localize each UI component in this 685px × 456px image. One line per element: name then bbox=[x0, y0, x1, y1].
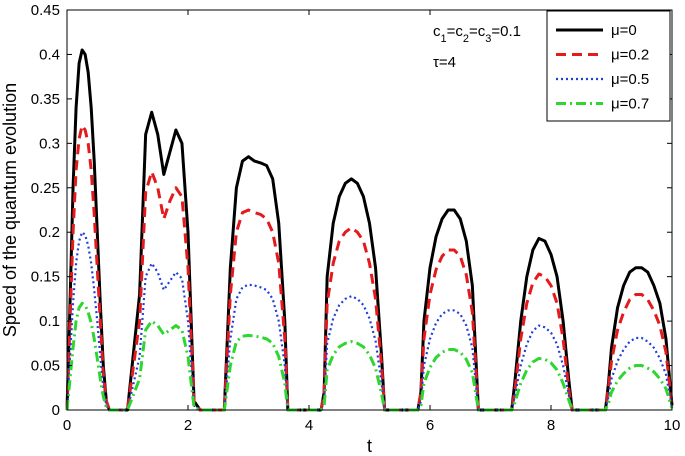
params-annotation: c1=c2=c3=0.1 bbox=[433, 23, 521, 45]
x-tick-label: 0 bbox=[63, 417, 71, 434]
x-axis-label: t bbox=[367, 436, 372, 456]
y-tick-label: 0.25 bbox=[31, 180, 60, 197]
y-tick-label: 0.35 bbox=[31, 91, 60, 108]
tau-annotation: τ=4 bbox=[433, 54, 456, 71]
plot-frame bbox=[66, 9, 673, 411]
y-tick-label: 0.45 bbox=[31, 2, 60, 19]
x-tick-label: 6 bbox=[426, 417, 434, 434]
x-tick-label: 2 bbox=[184, 417, 192, 434]
parameter-annotation: c1=c2=c3=0.1 τ=4 bbox=[433, 23, 521, 71]
legend: μ=0 μ=0.2 μ=0.5 μ=0.7 bbox=[546, 10, 671, 122]
y-tick-label: 0.05 bbox=[31, 358, 60, 375]
legend-label-2: μ=0.5 bbox=[611, 71, 649, 88]
legend-label-3: μ=0.7 bbox=[611, 96, 649, 113]
x-tick-label: 8 bbox=[547, 417, 555, 434]
y-axis-label: Speed of the quantum evolution bbox=[0, 83, 20, 337]
tick-layer: 0 2 4 6 8 10 0 0.05 0.1 0.15 0.2 0.25 0.3 0.35 0.4 0.45 bbox=[31, 2, 681, 434]
series-line-1 bbox=[65, 124, 674, 412]
y-tick-label: 0.1 bbox=[39, 313, 60, 330]
legend-label-1: μ=0.2 bbox=[611, 47, 649, 64]
y-tick-label: 0.4 bbox=[39, 46, 60, 63]
y-tick-label: 0 bbox=[52, 402, 60, 419]
y-tick-label: 0.2 bbox=[39, 224, 60, 241]
y-tick-label: 0.15 bbox=[31, 269, 60, 286]
x-tick-label: 10 bbox=[664, 417, 681, 434]
legend-label-0: μ=0 bbox=[611, 22, 637, 39]
y-tick-label: 0.3 bbox=[39, 135, 60, 152]
series-line-2 bbox=[65, 231, 674, 412]
x-tick-label: 4 bbox=[305, 417, 313, 434]
